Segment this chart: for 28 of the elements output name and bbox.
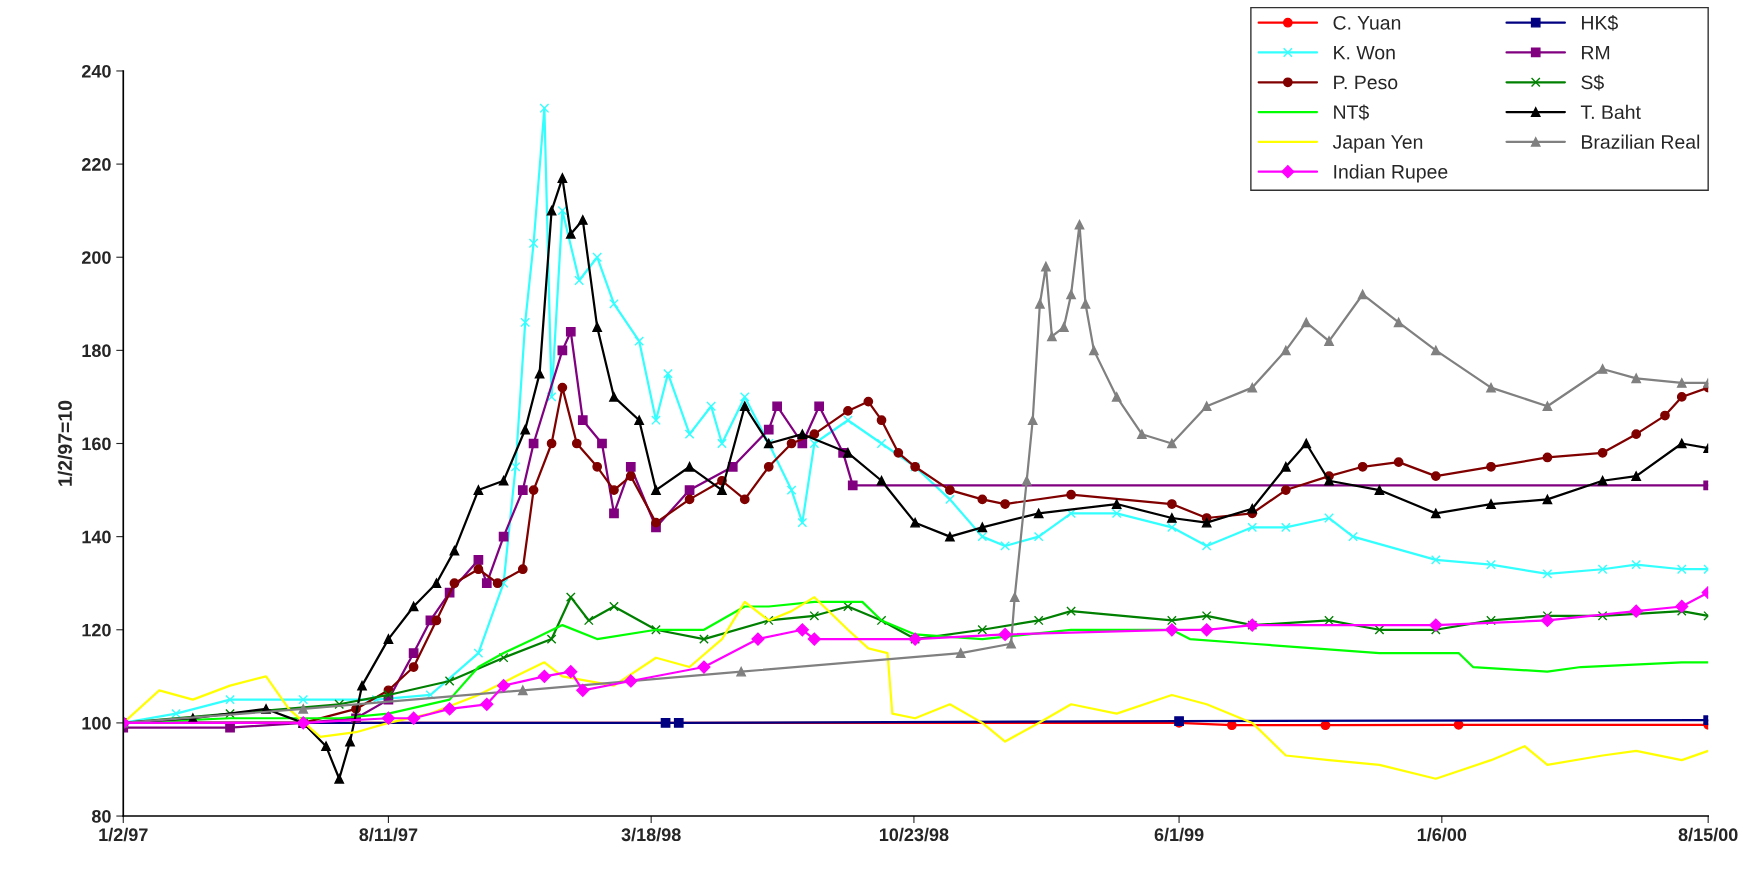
y-tick-label: 240 bbox=[81, 64, 111, 78]
x-tick-label: 1/2/97 bbox=[99, 827, 148, 842]
legend-label: Indian Rupee bbox=[1334, 164, 1448, 183]
x-tick-label: 3/18/98 bbox=[621, 827, 681, 842]
y-tick-label: 200 bbox=[81, 251, 111, 264]
legend-label: NT$ bbox=[1334, 104, 1369, 121]
legend-label: Brazilian Real bbox=[1582, 134, 1700, 149]
y-tick-label: 160 bbox=[82, 437, 111, 451]
y-tick-label: 220 bbox=[81, 158, 111, 171]
x-tick-label: 6/1/99 bbox=[1154, 827, 1204, 842]
y-axis-title: 1/2/97=10 bbox=[57, 400, 73, 486]
legend-label: P. Peso bbox=[1334, 75, 1398, 90]
y-tick-label: 80 bbox=[91, 809, 111, 823]
x-tick-label: 8/11/97 bbox=[359, 827, 418, 842]
legend-label: K. Won bbox=[1334, 45, 1395, 60]
y-tick-label: 140 bbox=[82, 530, 111, 544]
legend-label: S$ bbox=[1581, 74, 1604, 91]
legend-label: HK$ bbox=[1582, 15, 1618, 31]
y-tick-label: 100 bbox=[82, 716, 111, 730]
x-tick-label: 10/23/98 bbox=[879, 827, 949, 842]
x-tick-label: 8/15/00 bbox=[1678, 827, 1738, 842]
y-tick-label: 120 bbox=[82, 623, 111, 637]
y-tick-label: 180 bbox=[82, 344, 111, 358]
x-tick-label: 1/6/00 bbox=[1417, 827, 1467, 842]
legend-label: Japan Yen bbox=[1332, 135, 1423, 153]
legend-label: C. Yuan bbox=[1333, 15, 1401, 30]
legend-label: RM bbox=[1582, 45, 1610, 60]
legend-label: T. Baht bbox=[1580, 104, 1641, 120]
